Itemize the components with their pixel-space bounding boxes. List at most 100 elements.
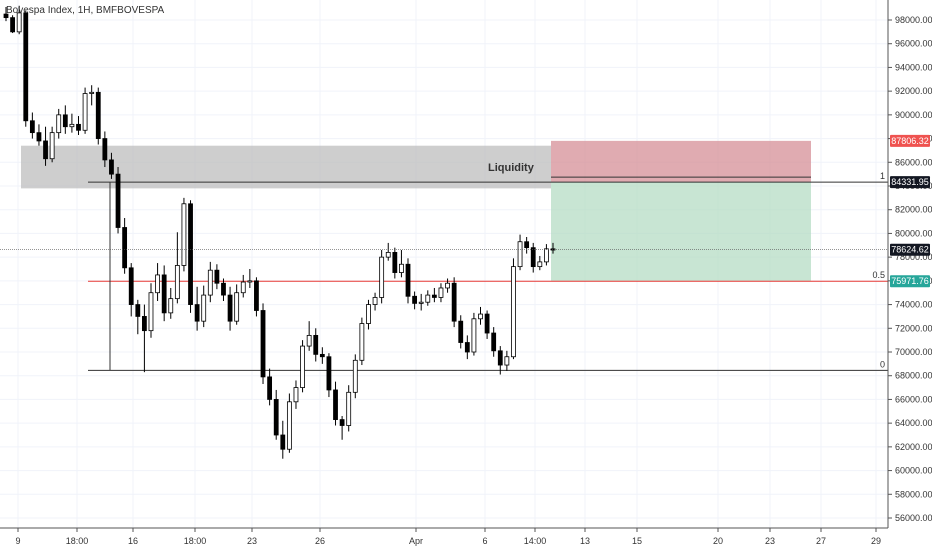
candle [43, 126, 48, 166]
price-tick-label: 74000.00 [895, 300, 932, 310]
candle [484, 310, 490, 339]
candle-body [280, 434, 286, 450]
price-tick-label: 66000.00 [895, 394, 932, 404]
candle-body [471, 318, 477, 353]
candle-body [89, 91, 95, 94]
candle-body [484, 313, 490, 334]
candle [313, 328, 319, 362]
candle-body [168, 298, 174, 314]
candle-body [23, 12, 29, 122]
time-tick-label: 16 [128, 536, 138, 546]
candle [62, 105, 68, 134]
candle [247, 269, 253, 288]
price-tick-label: 64000.00 [895, 418, 932, 428]
candle [3, 6, 9, 22]
time-tick-label: 20 [713, 536, 723, 546]
candle-body [530, 247, 536, 268]
candle-body [399, 263, 404, 273]
candle [273, 389, 279, 440]
candle-body [438, 287, 444, 298]
candle [431, 287, 437, 303]
price-tick-label: 58000.00 [895, 489, 932, 499]
candle-body [537, 261, 543, 268]
fib-retracement[interactable]: 10.50 [88, 171, 888, 371]
candle [425, 290, 431, 306]
price-tick-label: 60000.00 [895, 466, 932, 476]
price-tick-label: 86000.00 [895, 157, 932, 167]
symbol-label[interactable]: Bovespa Index, 1H, BMFBOVESPA [6, 5, 165, 16]
price-tick-label: 70000.00 [895, 347, 932, 357]
candle-body [379, 256, 385, 298]
candle-body [458, 320, 464, 343]
price-badges: 87806.32 84331.95 78624.62 75971.76 [890, 134, 930, 288]
candle [385, 242, 391, 261]
candle [260, 303, 266, 385]
candle-body [273, 399, 279, 436]
candle-body [504, 356, 510, 366]
price-tick-label: 62000.00 [895, 442, 932, 452]
candle [471, 312, 477, 356]
candle [372, 292, 378, 311]
candle-body [478, 313, 483, 320]
candle [207, 261, 213, 303]
candle-body [385, 251, 391, 258]
candle [464, 335, 470, 360]
fib-level-label: 1 [880, 171, 885, 181]
stop-loss-zone[interactable] [551, 140, 811, 183]
candle-body [95, 91, 101, 139]
candle-body [517, 241, 523, 268]
candle-body [221, 282, 226, 296]
time-tick-label: 23 [247, 536, 257, 546]
drawing-layer[interactable]: Liquidity [21, 140, 811, 282]
price-badge-bg [890, 176, 930, 189]
candle [135, 299, 141, 335]
candle [399, 250, 404, 278]
candle [280, 420, 286, 459]
candle-body [333, 389, 338, 420]
candle [201, 285, 207, 328]
candle-body [128, 267, 134, 305]
time-tick-label: 23 [765, 536, 775, 546]
price-badge-bg [890, 275, 930, 288]
candle-body [313, 334, 319, 355]
price-tick-label: 82000.00 [895, 205, 932, 215]
time-tick-label: 6 [482, 536, 487, 546]
candle-body [16, 12, 22, 33]
candle [412, 291, 418, 310]
candle [141, 304, 147, 373]
liquidity-zone-label: Liquidity [488, 162, 535, 174]
candle-body [181, 203, 187, 266]
candle [69, 113, 75, 133]
candle-body [293, 387, 299, 403]
time-tick-label: 13 [580, 536, 590, 546]
time-tick-label: 18:00 [66, 536, 89, 546]
candle-body [29, 120, 35, 134]
candle [155, 263, 160, 302]
candle [333, 381, 338, 426]
candle [109, 152, 114, 179]
candle-body [82, 93, 88, 131]
candle [214, 264, 220, 290]
fib-level-label: 0.5 [872, 270, 885, 280]
price-badge-bg [890, 134, 930, 147]
candle [29, 112, 35, 139]
price-badge-label: 75971.76 [891, 276, 929, 286]
candle-body [102, 138, 108, 161]
candle-body [326, 356, 332, 391]
candle-body [115, 173, 121, 228]
candle-body [214, 269, 220, 284]
candle [168, 287, 174, 319]
candle [16, 5, 22, 35]
candle [36, 124, 42, 146]
candle-body [161, 274, 167, 314]
candle [82, 87, 88, 134]
profit-target-zone[interactable] [551, 182, 811, 282]
candle [115, 167, 121, 234]
candle [504, 350, 510, 371]
candle-body [247, 280, 253, 283]
candle [174, 232, 180, 304]
candle-body [497, 350, 503, 366]
candle [300, 340, 305, 393]
